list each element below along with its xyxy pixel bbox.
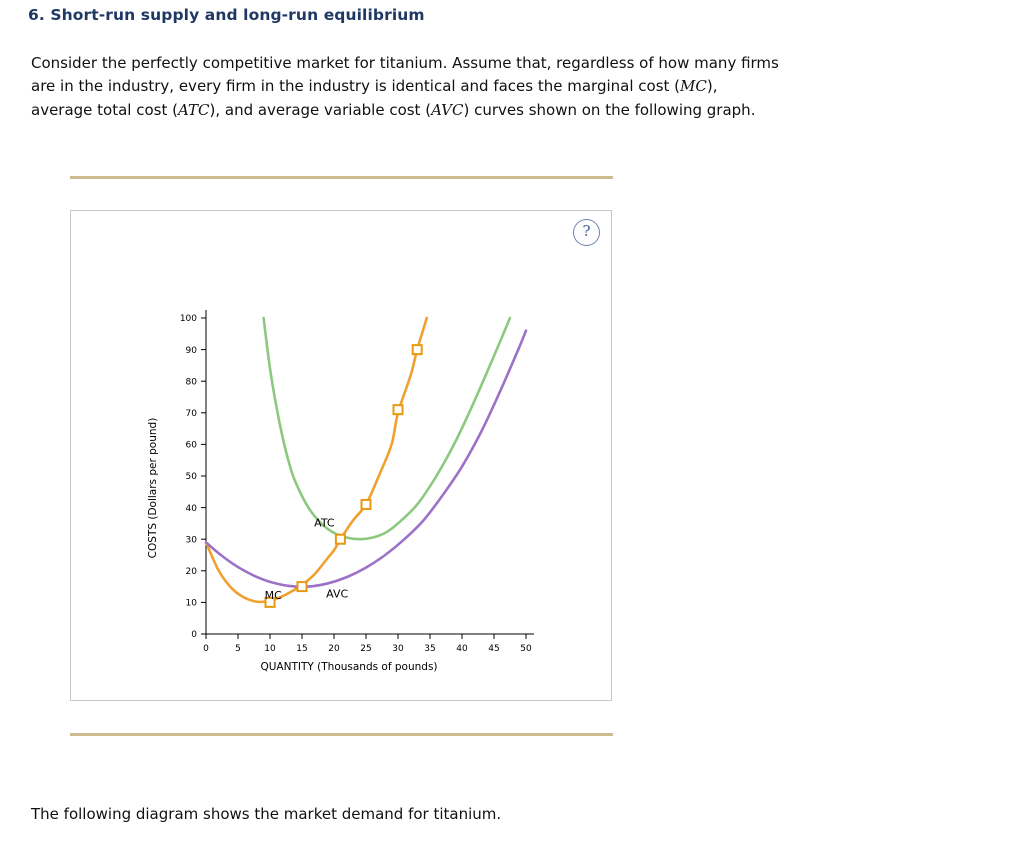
- paragraph-line-1: Consider the perfectly competitive marke…: [31, 54, 779, 72]
- footer-text: The following diagram shows the market d…: [31, 805, 502, 823]
- y-tick-label: 100: [180, 314, 197, 324]
- data-point-marker[interactable]: [296, 581, 308, 593]
- x-tick-label: 45: [488, 644, 499, 654]
- y-tick-label: 20: [186, 567, 198, 577]
- mc-italic: MC: [680, 77, 707, 96]
- paragraph-line-3-a: average total cost (: [31, 100, 178, 119]
- curve-mc: [204, 316, 429, 604]
- y-tick-label: 70: [186, 409, 198, 419]
- question-paragraph: Consider the perfectly competitive marke…: [31, 52, 961, 122]
- y-axis-title: COSTS (Dollars per pound): [147, 418, 159, 559]
- x-axis-title: QUANTITY (Thousands of pounds): [260, 661, 437, 673]
- x-tick-label: 0: [203, 644, 209, 654]
- y-tick-label: 50: [186, 472, 198, 482]
- divider-bottom: [70, 733, 613, 736]
- page-title: 6. Short-run supply and long-run equilib…: [28, 6, 425, 24]
- x-tick-label: 40: [456, 644, 468, 654]
- data-point-marker[interactable]: [264, 596, 276, 608]
- y-tick-label: 90: [186, 346, 198, 356]
- graph-panel: ? 0 10 20 30 40 50 60 70 80 90 100 0 5 10 15 20 25 30 35 40…: [70, 210, 612, 701]
- y-tick-label: 30: [186, 535, 198, 545]
- x-tick-label: 15: [296, 644, 307, 654]
- divider-top: [70, 176, 613, 179]
- x-tick-label: 5: [235, 644, 241, 654]
- avc-italic: AVC: [431, 100, 464, 119]
- curve-atc: [262, 316, 512, 541]
- x-tick-label: 30: [392, 644, 404, 654]
- data-point-marker[interactable]: [360, 498, 372, 510]
- atc-italic: ATC: [177, 100, 210, 119]
- x-tick-label: 35: [424, 644, 435, 654]
- paragraph-line-3-c: ) curves shown on the following graph.: [463, 100, 756, 119]
- x-tick-label: 10: [264, 644, 276, 654]
- y-tick-label: 0: [191, 630, 197, 640]
- y-tick-label: 40: [186, 504, 198, 514]
- x-tick-label: 50: [520, 644, 532, 654]
- help-icon[interactable]: ?: [573, 219, 600, 246]
- chart-svg: 0 10 20 30 40 50 60 70 80 90 100 0 5 10 15 20 25 30 35 40 45…: [147, 310, 534, 673]
- y-tick-label: 10: [186, 599, 198, 609]
- cost-curves-chart: 0 10 20 30 40 50 60 70 80 90 100 0 5 10 15 20 25 30 35 40 45…: [71, 266, 613, 686]
- curve-avc: [204, 329, 528, 589]
- x-tick-label: 25: [360, 644, 371, 654]
- y-tick-label: 80: [186, 377, 198, 387]
- curve-label-atc: ATC: [314, 517, 335, 530]
- paragraph-line-3-b: ), and average variable cost (: [209, 100, 432, 119]
- y-tick-label: 60: [186, 441, 198, 451]
- paragraph-line-2-a: are in the industry, every firm in the i…: [31, 77, 681, 96]
- curve-label-avc: AVC: [326, 588, 348, 601]
- paragraph-line-2-b: ),: [706, 77, 718, 96]
- curve-label-mc: MC: [265, 589, 282, 602]
- data-point-marker[interactable]: [411, 344, 423, 356]
- x-tick-label: 20: [328, 644, 340, 654]
- data-point-marker[interactable]: [392, 404, 404, 416]
- data-point-marker[interactable]: [334, 533, 346, 545]
